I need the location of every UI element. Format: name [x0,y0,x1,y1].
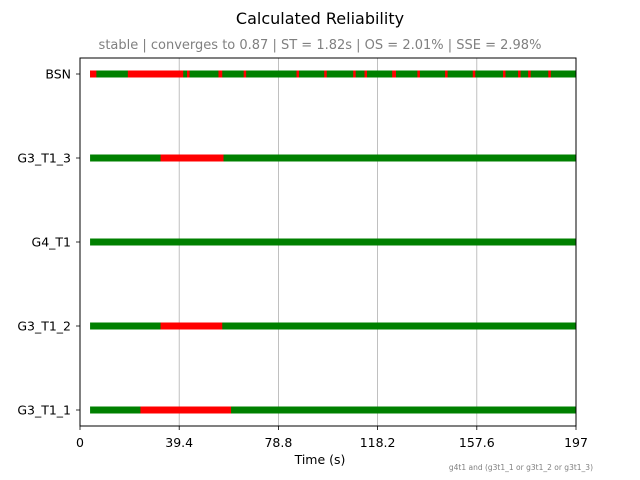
y-tick-label: G3_T1_2 [17,319,71,334]
down-segment [502,70,506,78]
y-tick-label: G3_T1_3 [17,151,71,166]
down-segment [243,70,247,78]
down-segment [160,322,223,330]
down-segment [548,70,551,78]
down-segment [296,70,300,78]
x-tick-label: 157.6 [459,435,495,450]
down-segment [353,70,356,78]
up-segment [90,154,576,162]
up-segment [90,406,576,414]
up-segment [90,238,576,246]
x-tick-label: 197 [564,435,588,450]
y-tick-label: BSN [45,67,71,82]
timeline-bars [90,70,576,414]
x-tick-label: 0 [76,435,84,450]
up-segment [90,70,576,78]
chart-subtitle: stable | converges to 0.87 | ST = 1.82s … [99,38,542,53]
x-axis-label: Time (s) [294,452,346,467]
down-segment [417,70,420,78]
down-segment [218,70,223,78]
down-segment [392,70,396,78]
x-tick-label: 78.8 [264,435,292,450]
footnote: g4t1 and (g3t1_1 or g3t1_2 or g3t1_3) [449,463,593,472]
y-axis-ticks: BSN G3_T1_3 G4_T1 G3_T1_2 G3_T1_1 [17,67,80,418]
chart-title: Calculated Reliability [236,9,404,28]
y-tick-label: G4_T1 [32,235,71,250]
up-segment [90,322,576,330]
down-segment [364,70,368,78]
x-tick-label: 118.2 [360,435,396,450]
down-segment [187,70,190,78]
x-tick-label: 39.4 [165,435,193,450]
down-segment [140,406,232,414]
x-axis-ticks: 0 39.4 78.8 118.2 157.6 197 [76,426,588,450]
down-segment [90,70,97,78]
down-segment [518,70,521,78]
down-segment [472,70,476,78]
down-segment [445,70,448,78]
down-segment [160,154,224,162]
down-segment [324,70,327,78]
down-segment [127,70,184,78]
down-segment [528,70,531,78]
y-tick-label: G3_T1_1 [17,403,71,418]
